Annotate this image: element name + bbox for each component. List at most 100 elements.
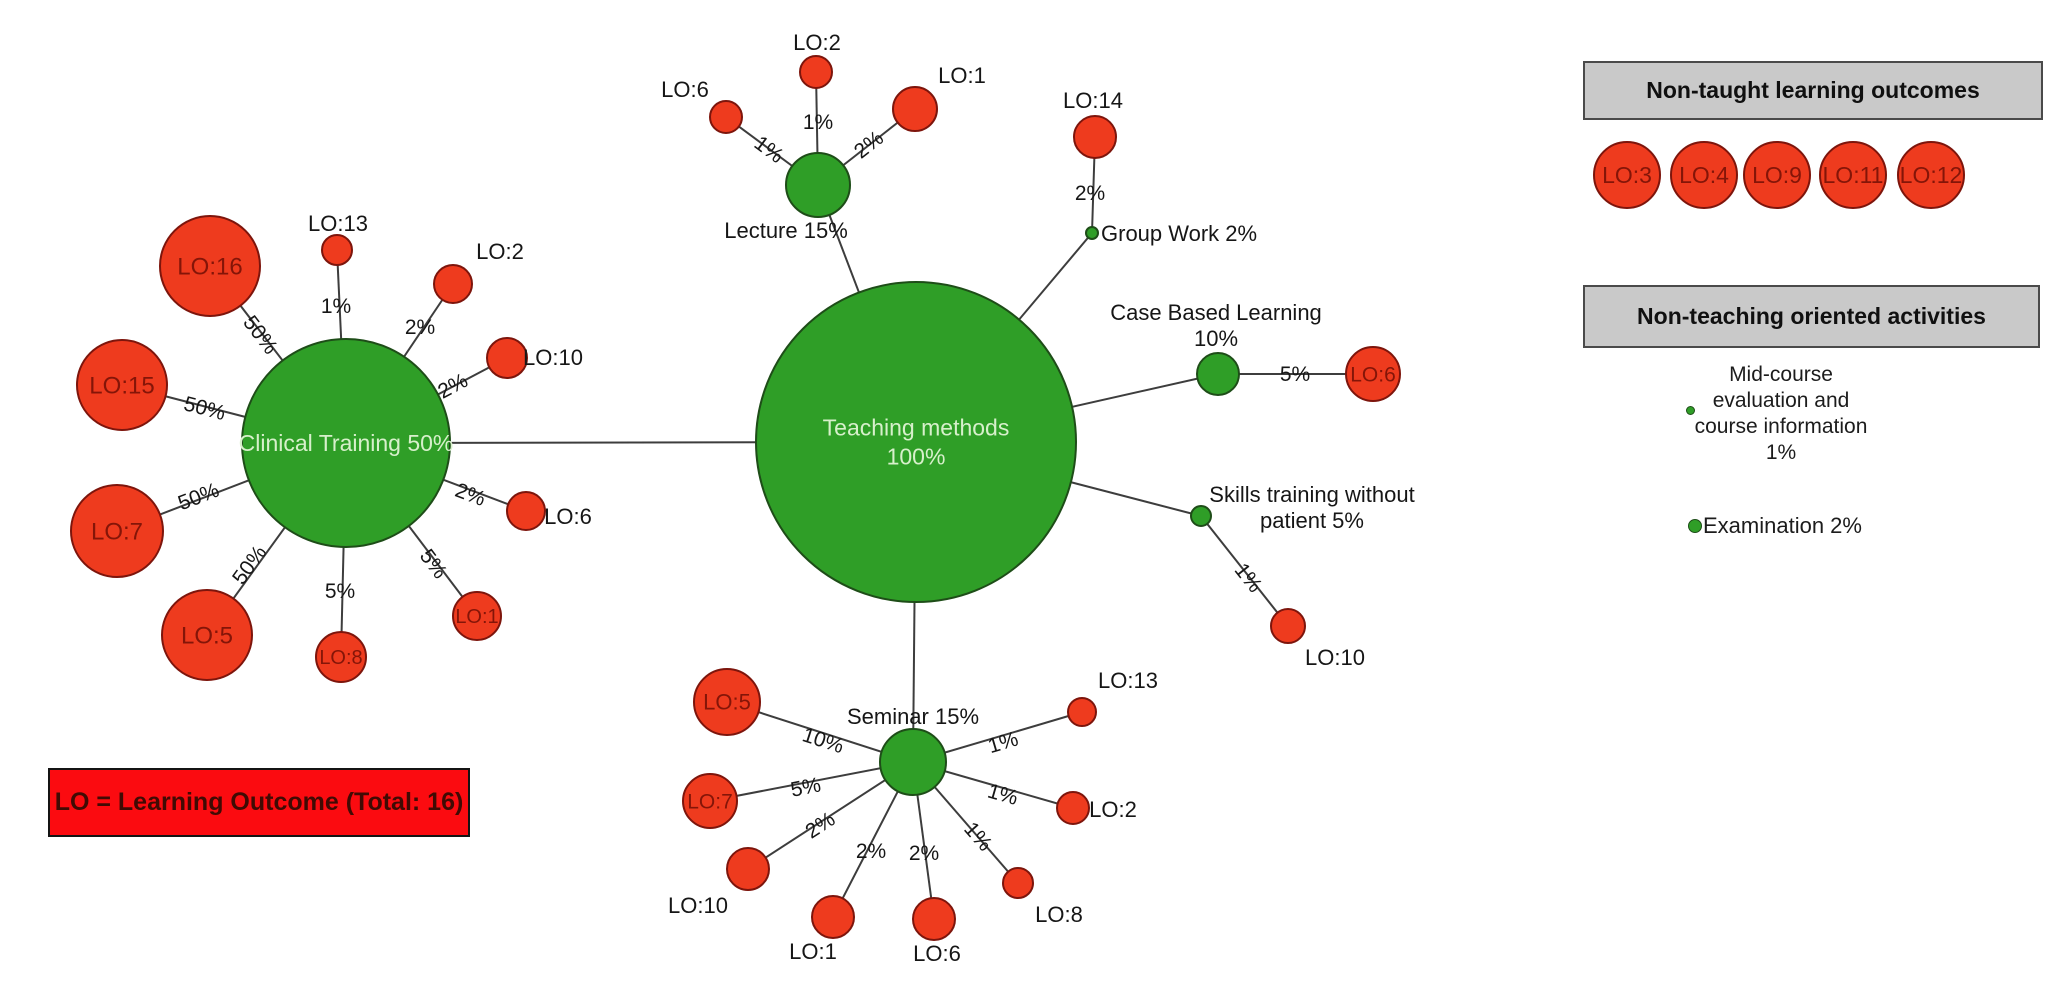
node-label-lo8c: LO:8: [319, 647, 362, 669]
node-label-lo1s: LO:1: [789, 939, 837, 964]
node-label-casebased: Case Based Learning 10%: [1110, 300, 1322, 351]
node-label-teaching: Teaching methods 100%: [823, 415, 1010, 470]
link-pct-seminar-lo7s: 5%: [789, 773, 823, 801]
link-pct-lecture-lo1l: 2%: [850, 126, 888, 163]
node-label-lo2l: LO:2: [793, 30, 841, 55]
node-lo1c: [452, 591, 502, 641]
node-lo13c: [321, 234, 353, 266]
node-lo8c: [315, 631, 367, 683]
node-lo13s: [1067, 697, 1097, 727]
node-lo6c: [506, 491, 546, 531]
link-seminar-lo7s: [709, 761, 914, 802]
link-skills-lo10sk: [1200, 515, 1289, 627]
node-lo5c: [161, 589, 253, 681]
non-teaching-header: Non-teaching oriented activities: [1583, 285, 2040, 348]
node-label-lo10c: LO:10: [523, 345, 583, 370]
node-label-lo16: LO:16: [177, 253, 242, 280]
link-pct-casebased-lo6cb: 5%: [1280, 363, 1310, 386]
node-lo8s: [1002, 867, 1034, 899]
midcourse-line: evaluation and: [1712, 389, 1850, 412]
link-pct-seminar-lo13s: 1%: [985, 727, 1021, 758]
node-lo6s: [912, 897, 956, 941]
midcourse-line: 1%: [1765, 441, 1797, 464]
lo-legend-box: LO = Learning Outcome (Total: 16): [48, 768, 470, 837]
node-lo1s: [811, 895, 855, 939]
node-lo2c: [433, 264, 473, 304]
node-lo5s: [693, 668, 761, 736]
examination-dot-icon: [1688, 519, 1702, 533]
link-pct-seminar-lo6s: 2%: [909, 842, 939, 865]
node-label-seminar: Seminar 15%: [847, 704, 979, 729]
node-lo2l: [799, 55, 833, 89]
link-pct-clinical-lo6c: 2%: [452, 479, 489, 511]
non-taught-header: Non-taught learning outcomes: [1583, 61, 2043, 120]
node-lecture: [785, 152, 851, 218]
node-label-lecture: Lecture 15%: [724, 218, 848, 243]
link-pct-seminar-lo1s: 2%: [856, 840, 886, 863]
node-teaching: [755, 281, 1077, 603]
node-label-lo5s: LO:5: [703, 690, 751, 715]
node-lo6l: [709, 100, 743, 134]
node-label-lo1l: LO:1: [938, 63, 986, 88]
link-pct-lecture-lo6l: 1%: [750, 132, 788, 169]
node-lo1l: [892, 86, 938, 132]
node-label-lo13c: LO:13: [308, 211, 368, 236]
non-taught-lo-circle: LO:4: [1670, 141, 1738, 209]
node-label-lo6s: LO:6: [913, 941, 961, 966]
midcourse-label: Mid-course evaluation and course informa…: [1661, 362, 1901, 466]
node-lo10s: [726, 847, 770, 891]
node-label-lo6c: LO:6: [544, 504, 592, 529]
link-pct-clinical-lo15: 50%: [181, 392, 227, 425]
node-lo10sk: [1270, 608, 1306, 644]
link-pct-clinical-lo5c: 50%: [228, 541, 271, 589]
link-pct-clinical-lo7c: 50%: [175, 479, 222, 516]
non-taught-lo-circle: LO:9: [1743, 141, 1811, 209]
node-seminar: [879, 728, 947, 796]
link-pct-clinical-lo1c: 5%: [415, 545, 452, 583]
link-pct-seminar-lo2s: 1%: [985, 780, 1021, 810]
node-casebased: [1196, 352, 1240, 396]
node-label-clinical: Clinical Training 50%: [239, 430, 454, 456]
node-label-lo1c: LO:1: [455, 606, 498, 628]
link-pct-clinical-lo2c: 2%: [405, 316, 435, 339]
node-label-lo8s: LO:8: [1035, 902, 1083, 927]
node-label-lo5c: LO:5: [181, 622, 233, 649]
node-label-lo2s: LO:2: [1089, 797, 1137, 822]
node-lo7c: [70, 484, 164, 578]
midcourse-line: course information: [1694, 415, 1868, 438]
node-label-lo6cb: LO:6: [1350, 363, 1396, 386]
node-label-lo7c: LO:7: [91, 518, 143, 545]
node-lo7s: [682, 773, 738, 829]
node-clinical: [241, 338, 451, 548]
node-lo16: [159, 215, 261, 317]
non-taught-lo-circle: LO:11: [1819, 141, 1887, 209]
link-pct-groupwork-lo14: 2%: [1075, 182, 1105, 205]
node-label-skills: Skills training without patient 5%: [1209, 482, 1414, 533]
node-label-lo14: LO:14: [1063, 88, 1123, 113]
link-pct-lecture-lo2l: 1%: [803, 111, 833, 134]
node-label-lo13s: LO:13: [1098, 668, 1158, 693]
link-pct-clinical-lo13c: 1%: [321, 295, 351, 318]
node-label-lo15: LO:15: [89, 372, 154, 399]
node-lo6cb: [1345, 346, 1401, 402]
non-taught-lo-circle: LO:12: [1897, 141, 1965, 209]
midcourse-line: Mid-course: [1729, 363, 1833, 386]
node-label-groupwork: Group Work 2%: [1101, 221, 1257, 246]
node-lo15: [76, 339, 168, 431]
link-pct-seminar-lo5s: 10%: [799, 723, 846, 758]
node-lo2s: [1056, 791, 1090, 825]
node-label-lo2c: LO:2: [476, 239, 524, 264]
non-taught-lo-circle: LO:3: [1593, 141, 1661, 209]
examination-label: Examination 2%: [1703, 513, 1862, 538]
node-lo10c: [486, 337, 528, 379]
node-label-lo10sk: LO:10: [1305, 645, 1365, 670]
node-skills: [1190, 505, 1212, 527]
node-lo14: [1073, 115, 1117, 159]
link-pct-seminar-lo8s: 1%: [959, 818, 996, 856]
node-label-lo7s: LO:7: [687, 790, 733, 813]
link-pct-clinical-lo8c: 5%: [325, 580, 355, 603]
node-label-lo10s: LO:10: [668, 893, 728, 918]
node-label-lo6l: LO:6: [661, 77, 709, 102]
